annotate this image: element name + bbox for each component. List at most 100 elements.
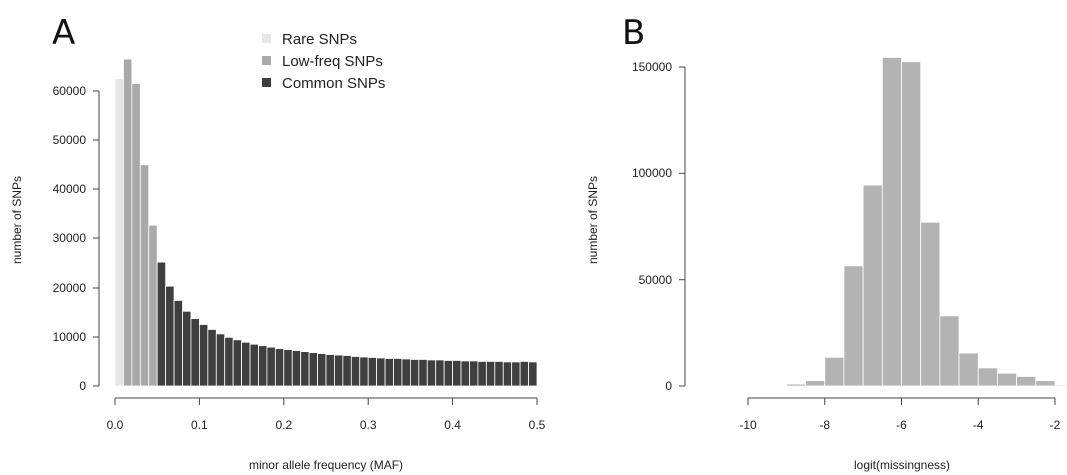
panel-a-y-axis-title: number of SNPs: [10, 176, 24, 264]
panel-a-x-axis-title: minor allele frequency (MAF): [249, 458, 403, 472]
panel-a-bar-7: [173, 300, 183, 387]
legend-swatch-low-freq: [262, 56, 271, 65]
panel-a-bar-30: [367, 357, 378, 387]
panel-b-bar-16: [1054, 384, 1067, 387]
panel-b-bar-7: [881, 57, 902, 387]
panel-a-bar-18: [266, 346, 276, 387]
panel-b-x-tick-label: -4: [973, 418, 984, 432]
panel-b-bar-9: [920, 221, 941, 387]
panel-b-y-tick-label: 50000: [639, 273, 673, 287]
panel-a-legend: Rare SNPs Low-freq SNPs Common SNPs: [262, 31, 385, 92]
panel-a-x-tick-label: 0.1: [191, 418, 208, 432]
panel-a-letter: A: [52, 13, 75, 53]
panel-a-bar-46: [502, 361, 513, 387]
panel-a-bar-13: [224, 336, 234, 387]
panel-a-bar-20: [283, 349, 293, 387]
panel-a-bar-33: [393, 358, 403, 387]
panel-a-bar-31: [376, 357, 386, 387]
panel-a-bar-10: [198, 324, 209, 387]
panel-a-bar-35: [409, 359, 420, 387]
panel-a-bar-2: [131, 83, 141, 387]
panel-b-bar-13: [997, 372, 1018, 387]
panel-a-y-tick-label: 50000: [53, 133, 87, 147]
panel-a-y-tick-label: 20000: [53, 281, 87, 295]
panel-a-bar-6: [165, 285, 175, 387]
panel-a-x-tick-labels: 0.0 0.1 0.2 0.3 0.4 0.5: [107, 418, 546, 432]
panel-a-bar-24: [317, 353, 327, 387]
panel-a-bar-41: [460, 360, 470, 387]
panel-a-bar-38: [435, 359, 445, 387]
panel-a-bar-0: [114, 78, 124, 387]
panel-a-bar-21: [291, 350, 302, 387]
panel-b-bar-2: [785, 383, 806, 387]
panel-a-bar-23: [308, 352, 318, 387]
panel-a-bar-29: [359, 356, 369, 387]
legend-label-common: Common SNPs: [282, 75, 385, 92]
panel-b-bar-15: [1035, 380, 1056, 387]
panel-a-bar-26: [334, 354, 344, 387]
panel-a-x-ticks: [114, 398, 538, 405]
panel-a-bar-9: [190, 318, 200, 387]
panel-a-bar-4: [148, 224, 158, 387]
panel-a-bar-17: [258, 345, 268, 387]
panel-a-x-tick-label: 0.4: [444, 418, 461, 432]
legend-swatch-rare: [262, 34, 271, 43]
panel-a-y-tick-label: 60000: [53, 84, 87, 98]
panel-b-x-axis-title: logit(missingness): [854, 458, 950, 472]
panel-b-bars: [766, 57, 1067, 387]
panel-a-x-tick-label: 0.3: [360, 418, 377, 432]
panel-a-y-tick-label: 0: [79, 379, 86, 393]
panel-b-x-tick-label: -2: [1050, 418, 1061, 432]
panel-b-bar-8: [901, 61, 922, 387]
panel-a-bar-12: [215, 333, 226, 387]
panel-a-bar-39: [443, 360, 454, 387]
panel-a-bar-49: [528, 361, 538, 387]
panel-b-x-tick-label: -8: [819, 418, 830, 432]
panel-a-bar-11: [207, 329, 217, 387]
panel-a-y-ticks: [93, 90, 99, 387]
panel-b-y-tick-label: 150000: [632, 60, 672, 74]
panel-a-bar-25: [325, 354, 335, 387]
panel-b-x-ticks: [747, 398, 1056, 405]
panel-a-bar-43: [477, 361, 487, 387]
legend-label-rare: Rare SNPs: [282, 31, 357, 48]
panel-a-y-tick-label: 40000: [53, 182, 87, 196]
panel-b-bar-4: [824, 356, 845, 387]
panel-a-bar-40: [452, 360, 462, 387]
panel-b-x-tick-labels: -10 -8 -6 -4 -2: [739, 418, 1060, 432]
panel-a-bar-28: [350, 356, 361, 387]
panel-b-y-tick-label: 0: [665, 379, 672, 393]
panel-a-x-tick-label: 0.0: [107, 418, 124, 432]
panel-a-y-tick-labels: 0 10000 20000 30000 40000 50000 60000: [53, 84, 87, 393]
panel-a-bar-1: [123, 58, 133, 387]
panel-a-bar-48: [519, 361, 529, 387]
panel-a-histogram: A 0 10000 20000 30000 40000 50000 60000 …: [10, 13, 546, 472]
legend-swatch-common: [262, 78, 271, 87]
panel-b-bar-5: [843, 265, 864, 387]
panel-a-bar-14: [232, 339, 243, 387]
panel-b-x-tick-label: -10: [739, 418, 757, 432]
panel-a-y-tick-label: 10000: [53, 330, 87, 344]
panel-b-histogram: B 0 50000 100000 150000 number of SNPs -…: [586, 13, 1067, 472]
panel-b-x-tick-label: -6: [896, 418, 907, 432]
panel-a-bar-34: [401, 358, 411, 387]
legend-label-low-freq: Low-freq SNPs: [282, 53, 383, 70]
panel-a-bar-16: [249, 343, 259, 387]
panel-a-bars: [114, 58, 538, 387]
panel-a-bar-8: [182, 310, 192, 387]
panel-a-bar-15: [241, 341, 251, 387]
panel-a-bar-37: [426, 359, 437, 387]
panel-a-bar-47: [511, 361, 521, 387]
panel-a-bar-42: [469, 360, 479, 387]
panel-b-letter: B: [622, 13, 645, 53]
panel-a-bar-5: [156, 261, 167, 387]
panel-b-bar-11: [958, 352, 979, 387]
panel-a-x-tick-label: 0.2: [275, 418, 292, 432]
panel-a-bar-32: [384, 358, 394, 387]
panel-a-bar-3: [139, 164, 150, 387]
panel-b-y-axis-title: number of SNPs: [586, 176, 600, 264]
panel-a-bar-27: [342, 355, 352, 387]
panel-a-bar-36: [418, 359, 428, 387]
panel-b-bar-6: [862, 184, 883, 387]
